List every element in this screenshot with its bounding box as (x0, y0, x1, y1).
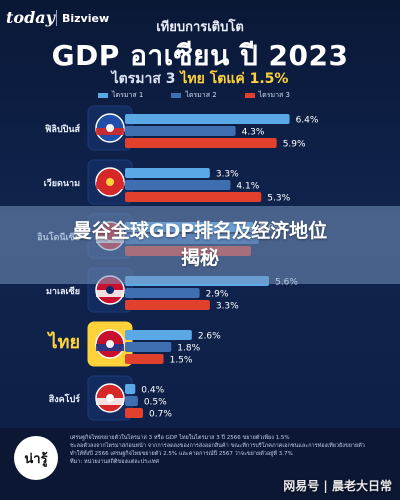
footer-logo: น่ารู้ (14, 436, 58, 480)
quarter-prefix: ไตรมาส 3 (111, 71, 176, 87)
data-label: 3.3% (216, 170, 239, 180)
legend-item-q2: ไตรมาส 2 (171, 90, 217, 101)
title-gdp: GDP (51, 39, 120, 72)
bar-2 (125, 126, 236, 136)
quarter-highlight: ไทย โตแค่ 1.5% (180, 71, 289, 87)
bar-3 (125, 192, 262, 202)
header: today Bizview (0, 0, 400, 36)
data-label: 6.4% (296, 116, 319, 126)
data-label: 0.4% (141, 386, 164, 396)
chart-subtitle: เทียบการเติบโต (156, 20, 244, 35)
watermark: 网易号 | 晨老大日常 (283, 479, 392, 493)
legend-swatch-q1 (98, 93, 108, 98)
country-label: เวียดนาม (44, 178, 80, 189)
chart-title: GDP อาเซียน ปี 2023 (0, 34, 400, 78)
data-label: 5.9% (283, 140, 306, 150)
bar-1 (125, 168, 210, 178)
bar-1 (125, 114, 290, 124)
country-label: ฟิลิปปินส์ (44, 123, 80, 135)
title-rest: อาเซียน ปี 2023 (130, 39, 349, 72)
bar-2 (125, 288, 200, 298)
data-label: 4.1% (236, 182, 259, 192)
singapore-flag-icon-emblem (106, 394, 114, 402)
data-label: 5.3% (267, 194, 290, 204)
quarter-headline: ไตรมาส 3 ไทย โตแค่ 1.5% (0, 68, 400, 90)
data-label: 1.5% (170, 356, 193, 366)
thailand-flag-icon-emblem (106, 340, 114, 348)
legend-item-q1: ไตรมาส 1 (98, 90, 143, 101)
brand-logo-today: today (6, 8, 55, 27)
legend-swatch-q3 (244, 93, 255, 98)
bar-2 (125, 396, 138, 406)
data-label: 3.3% (216, 302, 239, 312)
bar-3 (125, 354, 164, 364)
footer-notes: เศรษฐกิจไทยขยายตัวในไตรมาส 3 หรือ GDP ไท… (70, 434, 390, 466)
brand-divider (56, 10, 57, 26)
legend: ไตรมาส 1 ไตรมาส 2 ไตรมาส 3 (98, 90, 290, 101)
country-label: สิงคโปร์ (48, 393, 80, 405)
data-label: 2.9% (206, 290, 229, 300)
data-label: 4.3% (242, 128, 265, 138)
philippines-flag-icon-emblem (106, 124, 114, 132)
bar-3 (125, 138, 277, 148)
overlay-banner-text: 曼谷全球GDP排名及经济地位 揭秘 (0, 218, 400, 272)
bar-3 (125, 408, 143, 418)
footer-line-3: ทำให้ทั้งปี 2566 เศรษฐกิจไทยขยายตัว 2.5%… (70, 451, 293, 457)
country-label: มาเลเซีย (46, 286, 80, 297)
legend-label-q3: ไตรมาส 3 (258, 91, 290, 99)
vietnam-flag-icon-emblem (106, 178, 114, 186)
footer (0, 428, 400, 500)
banner-line-1: 曼谷全球GDP排名及经济地位 (72, 220, 328, 242)
overlay-banner (0, 206, 400, 284)
country-label: ไทย (47, 331, 80, 353)
data-label: 0.5% (144, 398, 167, 408)
footer-line-2: ชะลอตัวลงจากไตรมาสก่อนหน้า จากการลดลงของ… (70, 443, 365, 449)
bar-2 (125, 180, 231, 190)
brand-logo-bizview: Bizview (62, 12, 110, 25)
legend-swatch-q2 (171, 93, 182, 98)
footer-line-4: ที่มา: หน่วยงานสถิติของแต่ละประเทศ (70, 459, 160, 465)
data-label: 1.8% (177, 344, 200, 354)
legend-label-q2: ไตรมาส 2 (185, 91, 217, 99)
data-label: 0.7% (149, 410, 172, 420)
bar-1 (125, 384, 136, 394)
bar-3 (125, 300, 210, 310)
malaysia-flag-icon-emblem (106, 286, 114, 294)
footer-line-1: เศรษฐกิจไทยขยายตัวในไตรมาส 3 หรือ GDP ไท… (70, 435, 290, 441)
legend-label-q1: ไตรมาส 1 (112, 91, 144, 99)
bar-2 (125, 342, 172, 352)
legend-item-q3: ไตรมาส 3 (244, 90, 290, 101)
data-label: 2.6% (198, 332, 221, 342)
bar-1 (125, 330, 192, 340)
banner-line-2: 揭秘 (180, 247, 219, 269)
